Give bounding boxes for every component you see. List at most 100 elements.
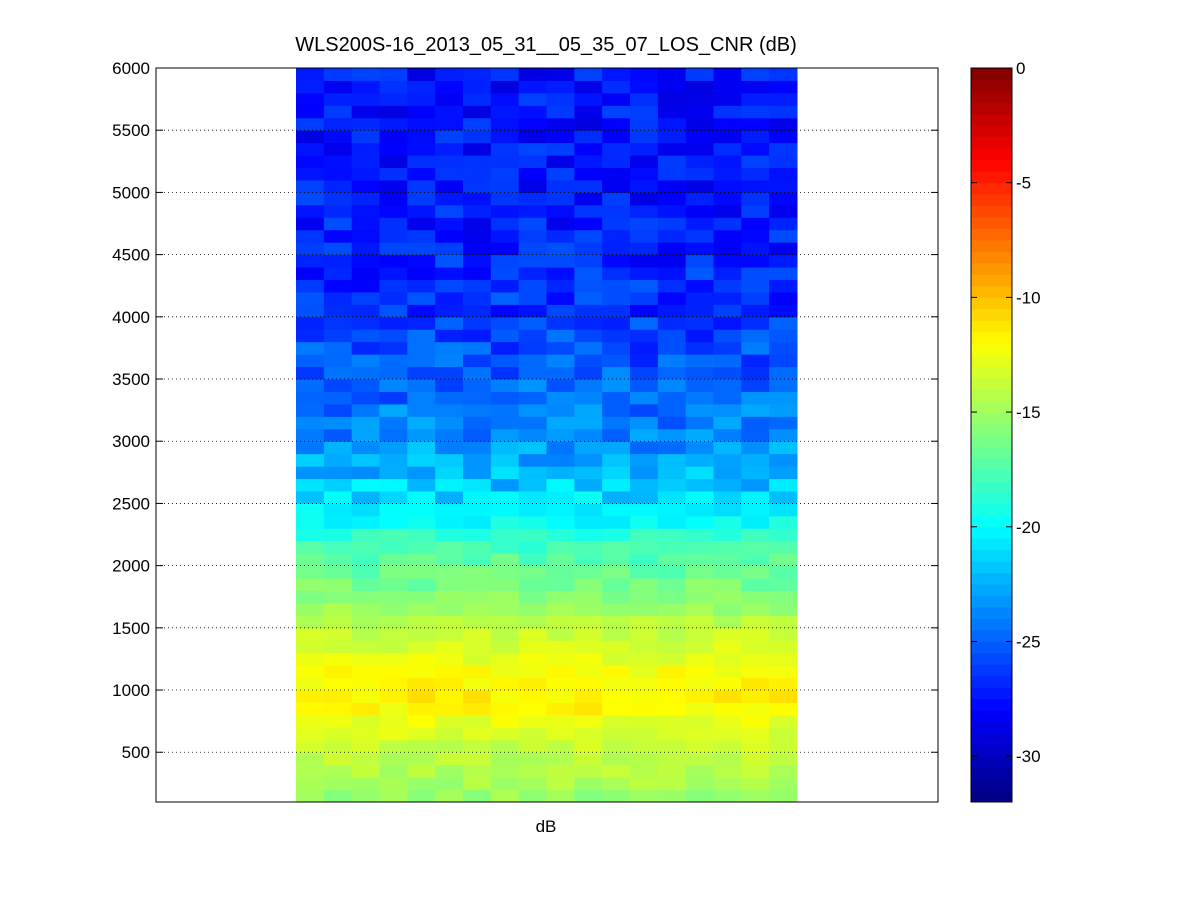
heatmap-cell <box>546 441 575 455</box>
heatmap-cell <box>379 167 408 181</box>
heatmap-cell <box>323 142 353 156</box>
heatmap-cell <box>602 478 631 492</box>
heatmap-cell <box>463 665 492 679</box>
heatmap-cell <box>769 179 798 193</box>
heatmap-cell <box>490 665 520 679</box>
heatmap-cell <box>296 354 325 368</box>
colorbar-band <box>971 503 1012 516</box>
heatmap-cell <box>657 515 687 529</box>
heatmap-cell <box>296 391 325 405</box>
colorbar-band <box>971 767 1012 780</box>
heatmap-cell <box>407 242 436 256</box>
heatmap-cell <box>518 515 547 529</box>
heatmap-cell <box>490 441 520 455</box>
heatmap-cell <box>518 690 547 703</box>
heatmap-cell <box>463 777 492 791</box>
heatmap-cell <box>769 354 798 368</box>
heatmap-cell <box>741 578 770 592</box>
heatmap-cell <box>574 739 603 753</box>
heatmap-cell <box>435 291 464 305</box>
heatmap-cell <box>602 677 631 691</box>
heatmap-cell <box>323 602 353 616</box>
heatmap-cell <box>769 677 798 691</box>
heatmap-cell <box>407 665 436 679</box>
heatmap-cell <box>769 341 798 355</box>
heatmap-cell <box>435 453 464 467</box>
heatmap-cell <box>574 130 603 144</box>
heatmap-cell <box>685 204 714 218</box>
heatmap-cell <box>769 92 798 106</box>
heatmap-cell <box>379 92 408 106</box>
heatmap-cell <box>685 68 714 81</box>
heatmap-cell <box>463 441 492 455</box>
heatmap-cell <box>630 130 659 144</box>
heatmap-cell <box>296 528 325 542</box>
heatmap-cell <box>296 291 325 305</box>
heatmap-cell <box>518 714 547 728</box>
heatmap-cell <box>574 105 603 119</box>
heatmap-cell <box>769 192 798 206</box>
y-tick-label: 4500 <box>112 246 150 265</box>
heatmap-cell <box>769 777 798 791</box>
heatmap-cell <box>574 304 603 318</box>
heatmap-cell <box>490 702 520 716</box>
heatmap-cell <box>713 441 742 455</box>
heatmap-cell <box>546 254 575 268</box>
heatmap-cell <box>769 615 798 629</box>
heatmap-cell <box>323 490 353 504</box>
heatmap-cell <box>379 242 408 256</box>
heatmap-cell <box>574 366 603 380</box>
heatmap-cell <box>574 80 603 94</box>
heatmap-cell <box>602 515 631 529</box>
heatmap-cell <box>769 416 798 430</box>
heatmap-cell <box>685 690 714 703</box>
heatmap-cell <box>602 466 631 480</box>
heatmap-cell <box>463 229 492 243</box>
heatmap-cell <box>769 590 798 604</box>
heatmap-cell <box>630 142 659 156</box>
heatmap-cell <box>407 677 436 691</box>
heatmap-cell <box>323 167 353 181</box>
heatmap-cell <box>379 304 408 318</box>
colorbar-band <box>971 744 1012 757</box>
heatmap-cell <box>490 179 520 193</box>
colorbar-band <box>971 435 1012 447</box>
heatmap-cell <box>351 416 380 430</box>
heatmap-cell <box>379 354 408 368</box>
heatmap-cell <box>435 304 464 318</box>
heatmap-cell <box>490 279 520 293</box>
heatmap-cell <box>407 453 436 467</box>
heatmap-cell <box>351 466 380 480</box>
heatmap-cell <box>769 702 798 716</box>
heatmap-cell <box>296 316 325 330</box>
heatmap-cell <box>407 304 436 318</box>
heatmap-cell <box>351 117 380 131</box>
heatmap-cell <box>741 540 770 554</box>
heatmap-cell <box>379 590 408 604</box>
heatmap-cell <box>741 267 770 280</box>
heatmap-cell <box>657 68 687 81</box>
heatmap-cell <box>518 155 547 169</box>
heatmap-cell <box>602 229 631 243</box>
heatmap-cell <box>769 441 798 455</box>
colorbar-band <box>971 561 1012 574</box>
heatmap-cell <box>713 515 742 529</box>
heatmap-cell <box>630 752 659 766</box>
heatmap-cell <box>518 478 547 492</box>
heatmap-cell <box>546 553 575 567</box>
heatmap-cell <box>574 590 603 604</box>
heatmap-cell <box>574 167 603 181</box>
heatmap-cell <box>657 105 687 119</box>
heatmap-cell <box>490 453 520 467</box>
heatmap-cell <box>296 590 325 604</box>
heatmap-cell <box>769 690 798 703</box>
heatmap-cell <box>323 565 353 579</box>
heatmap-cell <box>323 652 353 666</box>
heatmap-cell <box>685 490 714 504</box>
heatmap-cell <box>296 192 325 206</box>
heatmap-cell <box>323 665 353 679</box>
heatmap-cell <box>602 267 631 280</box>
heatmap-cell <box>769 267 798 280</box>
heatmap-cell <box>574 615 603 629</box>
heatmap-cell <box>490 553 520 567</box>
